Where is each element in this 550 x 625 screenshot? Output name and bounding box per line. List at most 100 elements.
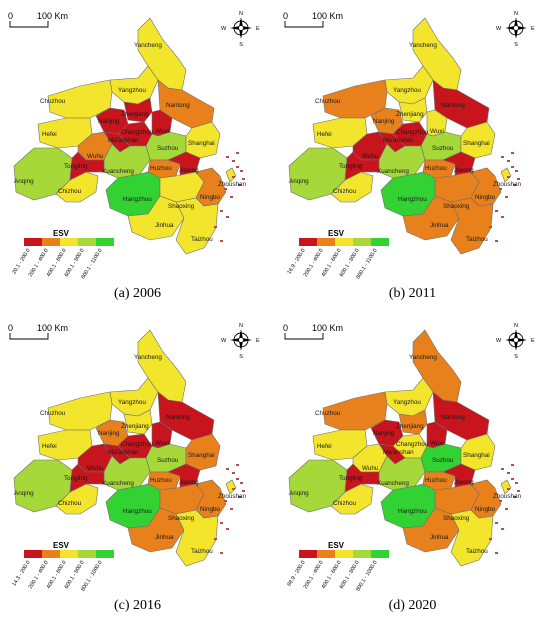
island-cluster [214,152,245,242]
city-label-jiaxing: Jiaxing [454,479,474,486]
city-label-nantong: Nantong [441,414,465,421]
city-label-wuxi: Wuxi [430,440,444,447]
island-shape [505,508,508,510]
legend-title: ESV [53,229,70,238]
island-shape [220,522,223,524]
city-label-yancheng: Yancheng [409,354,437,361]
city-label-zhoushan: Zhoushan [218,181,247,188]
compass-east-label: E [531,26,535,32]
legend-swatch [78,550,96,558]
island-shape [495,240,498,242]
region-xuancheng [103,455,151,491]
island-shape [501,216,504,218]
panel-caption: (b) 2011 [388,286,437,301]
island-shape [236,152,239,154]
city-label-wuhu: Wuhu [87,465,104,472]
island-shape [236,166,239,168]
city-label-wuxi: Wuxi [155,440,169,447]
island-shape [511,478,514,480]
island-shape [495,522,498,524]
panel-caption: (d) 2020 [388,598,437,613]
island-shape [507,488,510,490]
compass-north-label: N [239,323,243,329]
city-label-yangzhou: Yangzhou [118,87,146,94]
region-xuancheng [103,143,151,179]
city-label-xuancheng: Xuancheng [102,168,134,175]
legend-range-label: 14.3 - 200.0 [11,560,31,588]
city-label-ningbo: Ningbo [200,506,220,513]
city-label-shaoxing: Shaoxing [168,515,195,522]
island-shape [507,160,510,162]
city-label-wuhu: Wuhu [362,465,379,472]
region-zhoushan [225,167,237,183]
island-shape [242,490,245,492]
city-label-taizhou: Taizhou [466,236,488,243]
city-label-yangzhou: Yangzhou [118,399,146,406]
north-arrow-icon: N S W E [221,323,260,360]
city-label-changzhou: Changzhou [396,129,429,136]
city-label-nantong: Nantong [166,414,190,421]
island-shape [220,552,223,554]
city-label-maanshan: Ma'anshan [108,137,139,144]
city-label-wuxi: Wuxi [155,128,169,135]
map-svg: 0 100 Km N S W E Yancheng Yangzhou Nantong Chuzho… [8,11,260,280]
legend-swatch [96,550,114,558]
compass-west-label: W [221,338,227,344]
island-shape [230,196,233,198]
legend-swatch [371,550,389,558]
island-shape [507,176,510,178]
scale-bar: 0 100 Km [283,323,343,340]
map-panel-3: 0 100 Km N S W E Yancheng Yangzhou Nantong Chuzho… [0,312,275,624]
region-xuancheng [378,455,426,491]
island-shape [511,464,514,466]
island-shape [226,156,229,158]
city-label-huzhou: Huzhou [150,477,172,484]
city-label-taizhou: Taizhou [191,548,213,555]
legend-swatch [96,238,114,246]
region-layer [288,329,512,567]
compass-south-label: S [239,354,243,360]
island-shape [511,152,514,154]
city-label-zhenjiang: Zhenjiang [121,111,149,118]
island-shape [214,538,217,540]
scale-zero-label: 0 [283,11,288,21]
panel-caption: (c) 2016 [113,598,162,613]
island-shape [224,188,227,190]
scale-zero-label: 0 [283,323,288,333]
city-label-zhoushan: Zhoushan [493,493,522,500]
island-shape [214,226,217,228]
scale-zero-label: 0 [8,323,13,333]
city-label-jiaxing: Jiaxing [454,167,474,174]
city-label-chuzhou: Chuzhou [315,98,341,105]
city-label-maanshan: Ma'anshan [108,449,139,456]
island-shape [513,184,516,186]
compass-north-label: N [514,323,518,329]
city-label-jinhua: Jinhua [155,534,174,541]
island-shape [240,482,243,484]
city-labels: Yancheng Yangzhou Nantong Chuzhou NanjingZhe… [14,354,247,555]
island-shape [238,496,241,498]
city-label-maanshan: Ma'anshan [383,137,414,144]
city-label-taizhou: Taizhou [191,236,213,243]
island-shape [507,472,510,474]
city-label-changzhou: Changzhou [121,441,154,448]
city-label-tongling: Tongling [64,163,88,170]
compass-south-label: S [514,42,518,48]
city-label-ningbo: Ningbo [200,194,220,201]
city-label-hefei: Hefei [317,131,332,138]
city-label-maanshan: Ma'anshan [383,449,414,456]
region-zhoushan [500,479,512,495]
legend-swatch [371,238,389,246]
city-label-zhenjiang: Zhenjiang [396,111,424,118]
city-labels: Yancheng Yangzhou Nantong Chuzhou NanjingZhe… [289,42,522,243]
island-shape [242,178,245,180]
city-label-wuhu: Wuhu [87,153,104,160]
island-shape [236,478,239,480]
city-label-jinhua: Jinhua [430,222,449,229]
island-shape [495,552,498,554]
legend-title: ESV [328,541,345,550]
region-taizhou [175,197,219,255]
city-label-shanghai: Shanghai [188,452,215,459]
city-label-hangzhou: Hangzhou [398,508,427,515]
